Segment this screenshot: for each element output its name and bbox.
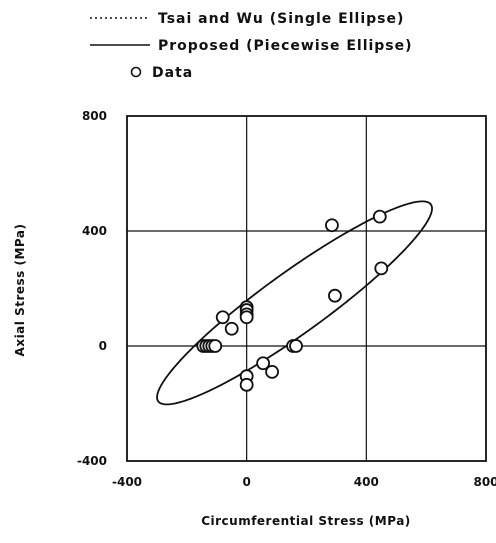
point-layer xyxy=(196,209,389,392)
legend: Tsai and Wu (Single Ellipse) Proposed (P… xyxy=(90,11,413,81)
legend-label-proposed: Proposed (Piecewise Ellipse) xyxy=(158,38,413,54)
plot-frame xyxy=(126,115,487,462)
y-tick-label: 0 xyxy=(99,339,107,353)
data-point xyxy=(215,310,230,325)
data-point xyxy=(208,339,223,353)
x-tick-label: 0 xyxy=(242,475,250,489)
x-tick-label: -400 xyxy=(112,475,142,489)
legend-label-tsai-wu: Tsai and Wu (Single Ellipse) xyxy=(158,11,404,27)
data-point xyxy=(265,364,279,379)
data-point xyxy=(374,261,389,276)
x-tick-label: 400 xyxy=(354,475,379,489)
data-point xyxy=(289,339,303,353)
data-point xyxy=(328,288,342,303)
x-tick-label: 800 xyxy=(473,475,496,489)
tick-labels: -400 0 400 800 -400 0 400 800 xyxy=(77,109,496,489)
legend-label-data: Data xyxy=(152,65,193,81)
data-point xyxy=(239,377,254,392)
y-tick-label: -400 xyxy=(77,454,107,468)
y-tick-label: 800 xyxy=(82,109,107,123)
grid xyxy=(127,116,486,461)
y-tick-label: 400 xyxy=(82,224,107,238)
data-point xyxy=(224,321,239,336)
data-point xyxy=(239,310,254,325)
data-point xyxy=(256,356,271,371)
data-point xyxy=(372,209,387,224)
data-point xyxy=(325,218,339,233)
curve-layer xyxy=(156,200,433,406)
legend-circle-marker xyxy=(130,66,142,78)
proposed-ellipse-curve xyxy=(156,200,433,406)
y-axis-title: Axial Stress (MPa) xyxy=(13,224,27,357)
x-axis-title: Circumferential Stress (MPa) xyxy=(201,514,411,528)
